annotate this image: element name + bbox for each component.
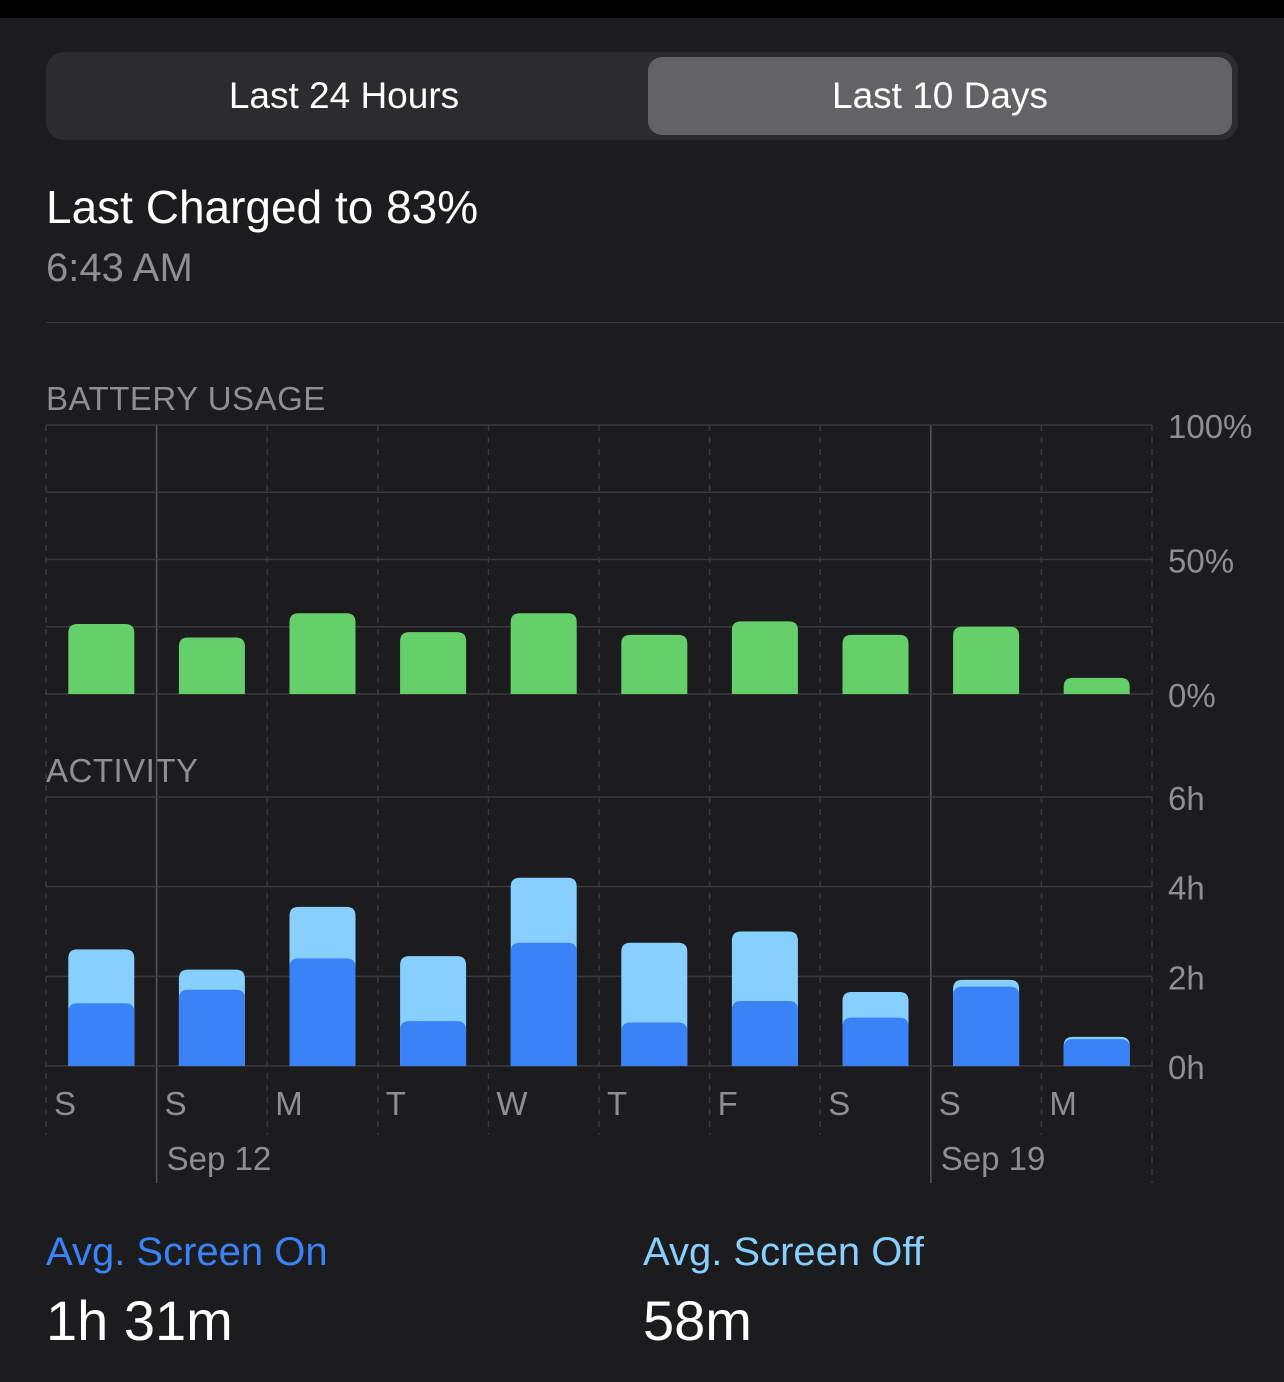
battery-bar [621, 634, 688, 694]
screen-on-bar [621, 1022, 688, 1066]
tab-last-24-hours[interactable]: Last 24 Hours [228, 75, 460, 116]
x-axis-day-label: S [54, 1085, 76, 1122]
battery-bar [68, 624, 135, 694]
screen-on-bar [953, 986, 1020, 1066]
activity-y-tick-label: 6h [1168, 780, 1205, 817]
battery-usage-label: BATTERY USAGE [46, 380, 326, 417]
last-charged-time: 6:43 AM [46, 246, 193, 290]
screen-on-bar [400, 1021, 467, 1066]
battery-bar [953, 626, 1020, 694]
screen-on-bar [68, 1003, 135, 1066]
screen-on-bar [842, 1017, 909, 1066]
screen-on-bar [731, 1000, 798, 1066]
battery-bar [1063, 677, 1130, 694]
last-charged-title: Last Charged to 83% [46, 181, 479, 233]
activity-y-tick-label: 2h [1168, 959, 1205, 996]
activity-y-tick-label: 4h [1168, 870, 1205, 907]
tab-last-10-days[interactable]: Last 10 Days [648, 57, 1232, 135]
battery-bar [178, 637, 245, 694]
battery-bar [289, 613, 356, 694]
activity-label: ACTIVITY [46, 752, 199, 789]
avg-screen-on-value: 1h 31m [46, 1289, 233, 1352]
time-range-segmented-control: Last 24 Hours Last 10 Days [46, 52, 1238, 140]
x-axis-date-label: Sep 19 [941, 1140, 1046, 1177]
x-axis-day-label: S [939, 1085, 961, 1122]
screen-on-bar [1063, 1039, 1130, 1066]
screen-on-bar [178, 989, 245, 1066]
battery-y-tick-label: 50% [1168, 543, 1234, 580]
avg-screen-on-label: Avg. Screen On [46, 1230, 328, 1274]
status-bar-strip [0, 0, 1284, 18]
x-axis-day-label: T [607, 1085, 627, 1122]
battery-bar [400, 632, 467, 694]
x-axis-day-label: S [828, 1085, 850, 1122]
battery-bar [731, 621, 798, 694]
avg-screen-off-label: Avg. Screen Off [643, 1230, 924, 1274]
x-axis-day-label: M [275, 1085, 303, 1122]
screen-on-bar [510, 942, 577, 1066]
activity-y-tick-label: 0h [1168, 1049, 1205, 1086]
battery-y-tick-label: 100% [1168, 408, 1252, 445]
x-axis-day-label: T [386, 1085, 406, 1122]
x-axis-day-label: W [496, 1085, 528, 1122]
screen-on-bar [289, 958, 356, 1066]
battery-y-tick-label: 0% [1168, 677, 1216, 714]
x-axis-day-label: M [1049, 1085, 1077, 1122]
x-axis-day-label: S [165, 1085, 187, 1122]
battery-bar [510, 613, 577, 694]
battery-bar [842, 634, 909, 694]
section-divider [46, 322, 1284, 323]
x-axis-date-label: Sep 12 [167, 1140, 272, 1177]
avg-screen-off-value: 58m [643, 1289, 752, 1352]
x-axis-day-label: F [718, 1085, 738, 1122]
